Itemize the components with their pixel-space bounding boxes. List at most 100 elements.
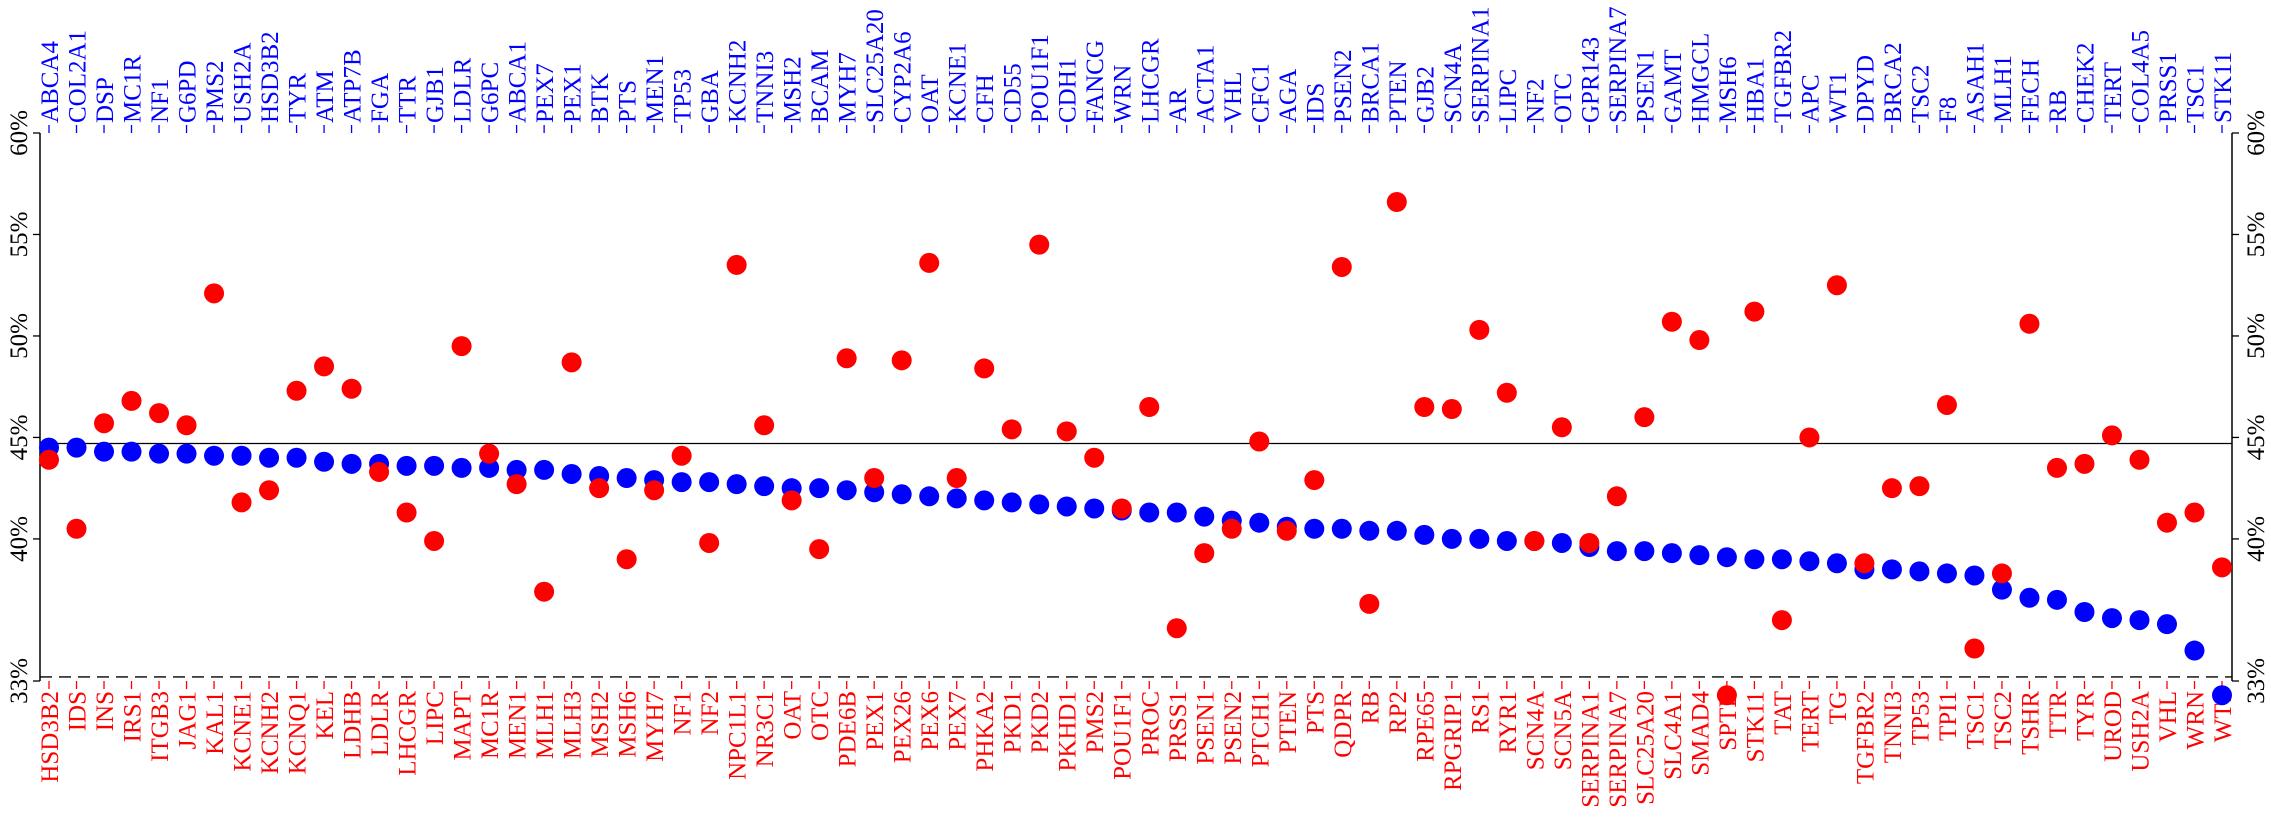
blue-point <box>94 441 115 462</box>
bottom-category-label: PEX7 <box>945 691 972 751</box>
blue-point <box>1771 549 1792 570</box>
top-category-label: MEN1 <box>642 55 669 123</box>
top-category-label: PSEN1 <box>1632 49 1659 123</box>
top-category-label: ABCA4 <box>37 41 64 123</box>
red-point <box>1331 256 1352 277</box>
bottom-category-label: PEX6 <box>917 691 944 751</box>
y-tick-label-left: 33% <box>6 658 33 704</box>
red-point <box>1634 407 1655 428</box>
bottom-category-label: PKHD1 <box>1055 691 1082 772</box>
blue-point <box>121 441 142 462</box>
top-category-label: NF2 <box>1522 79 1549 123</box>
bottom-category-label: TSC1 <box>1962 691 1989 749</box>
red-point <box>451 336 472 357</box>
blue-point <box>2129 610 2150 631</box>
blue-point <box>836 480 857 501</box>
red-point <box>2101 425 2122 446</box>
top-category-label: PEX7 <box>532 63 559 123</box>
top-category-label: TSC1 <box>2182 65 2209 123</box>
bottom-category-label: RP2 <box>1385 691 1412 734</box>
top-category-label: GBA <box>697 70 724 123</box>
red-point <box>1551 417 1572 438</box>
blue-point <box>809 478 830 499</box>
red-point <box>726 254 747 275</box>
top-category-label: CHEK2 <box>2072 42 2099 123</box>
top-category-label: ACTA1 <box>1192 44 1219 123</box>
top-category-label: COL2A1 <box>65 30 92 123</box>
blue-point <box>149 443 170 464</box>
blue-point <box>1716 547 1737 568</box>
blue-point <box>1936 563 1957 584</box>
red-point <box>919 252 940 273</box>
top-category-label: RB <box>2045 90 2072 123</box>
y-tick-label-left: 50% <box>6 313 33 359</box>
blue-point <box>1744 549 1765 570</box>
blue-point <box>2101 608 2122 629</box>
red-point <box>1909 476 1930 497</box>
bottom-category-label: LIPC <box>422 691 449 745</box>
red-point <box>864 468 885 489</box>
blue-point <box>1139 502 1160 523</box>
top-category-label: ABCA1 <box>505 41 532 123</box>
top-category-label: TSC2 <box>1907 65 1934 123</box>
red-point <box>616 549 637 570</box>
blue-point <box>506 459 527 480</box>
red-point <box>2156 512 2177 533</box>
red-point <box>1991 563 2012 584</box>
red-point <box>2129 449 2150 470</box>
blue-point <box>534 459 555 480</box>
top-category-label: FGA <box>367 73 394 123</box>
top-category-label: POU1F1 <box>1027 34 1054 123</box>
top-category-label: PEX1 <box>560 63 587 123</box>
bottom-category-label: PTEN <box>1275 691 1302 754</box>
red-point <box>231 492 252 513</box>
bottom-category-label: KCNQ1 <box>285 691 312 774</box>
bottom-category-label: PMS2 <box>1082 691 1109 754</box>
blue-point <box>1194 506 1215 527</box>
top-category-label: NF1 <box>147 79 174 123</box>
red-point <box>506 474 527 495</box>
y-tick-label-right: 40% <box>2243 516 2270 562</box>
blue-point <box>2046 589 2067 610</box>
top-category-label: MLH1 <box>1990 55 2017 123</box>
blue-point <box>1056 496 1077 517</box>
bottom-category-label: LHCGR <box>395 691 422 776</box>
red-point <box>1249 431 1270 452</box>
bottom-category-label: STK11 <box>1742 691 1769 762</box>
red-point <box>259 480 280 501</box>
bottom-category-label: PTCH1 <box>1247 691 1274 767</box>
top-category-label: BRCA2 <box>1880 42 1907 123</box>
top-category-label: SERPINA1 <box>1467 6 1494 123</box>
red-point <box>2046 457 2067 478</box>
top-category-label: G6PC <box>477 62 504 123</box>
red-point <box>369 461 390 482</box>
top-category-label: KCNE1 <box>945 42 972 123</box>
bottom-category-label: TTR <box>2045 691 2072 739</box>
red-point <box>1524 530 1545 551</box>
top-category-label: SERPINA7 <box>1605 6 1632 123</box>
bottom-category-label: PKD1 <box>1000 691 1027 754</box>
red-point <box>121 390 142 411</box>
bottom-category-label: MLH3 <box>560 691 587 759</box>
top-category-label: HSD3B2 <box>257 31 284 123</box>
red-point <box>1166 618 1187 639</box>
bottom-category-label: TG <box>1825 691 1852 724</box>
red-point <box>1826 275 1847 296</box>
top-category-label: OAT <box>917 74 944 123</box>
blue-point <box>66 437 87 458</box>
bottom-category-label: MLH1 <box>532 691 559 759</box>
red-point <box>1936 394 1957 415</box>
red-point <box>2019 313 2040 334</box>
bottom-category-label: TGFBR2 <box>1852 691 1879 784</box>
top-category-label: TERT <box>2100 62 2127 123</box>
blue-point <box>396 455 417 476</box>
bottom-category-label: NF1 <box>670 691 697 735</box>
top-category-label: HBA1 <box>1742 58 1769 123</box>
top-category-label: CD55 <box>1000 63 1027 123</box>
top-category-label: SCN4A <box>1440 44 1467 123</box>
top-category-label: BCAM <box>807 49 834 123</box>
top-category-label: G6PD <box>175 60 202 123</box>
blue-point <box>1029 494 1050 515</box>
bottom-category-label: PSEN1 <box>1192 691 1219 765</box>
bottom-category-label: VHL <box>2155 691 2182 742</box>
